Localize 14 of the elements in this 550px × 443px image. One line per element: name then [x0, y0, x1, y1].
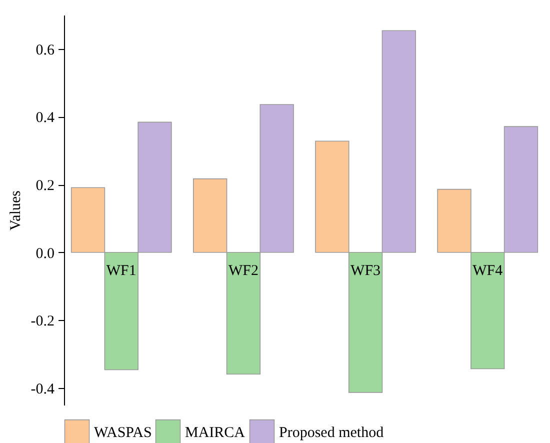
- y-tick-label: -0.2: [30, 314, 54, 330]
- y-tick-label: -0.4: [30, 382, 55, 398]
- legend-label: MAIRCA: [185, 425, 246, 442]
- legend-label: Proposed method: [279, 425, 384, 442]
- y-tick-label: 0.0: [36, 246, 54, 262]
- x-tick-label: WF4: [472, 262, 504, 279]
- y-tick-label: 0.2: [36, 178, 54, 194]
- y-tick-label: 0.6: [36, 42, 55, 58]
- legend-label: WASPAS: [94, 425, 152, 442]
- y-tick-label: 0.4: [36, 110, 55, 126]
- x-tick-label: WF1: [106, 262, 136, 279]
- x-tick-label: WF2: [228, 262, 258, 279]
- x-tick-label: WF3: [350, 262, 381, 279]
- y-axis-title: Values: [8, 190, 24, 230]
